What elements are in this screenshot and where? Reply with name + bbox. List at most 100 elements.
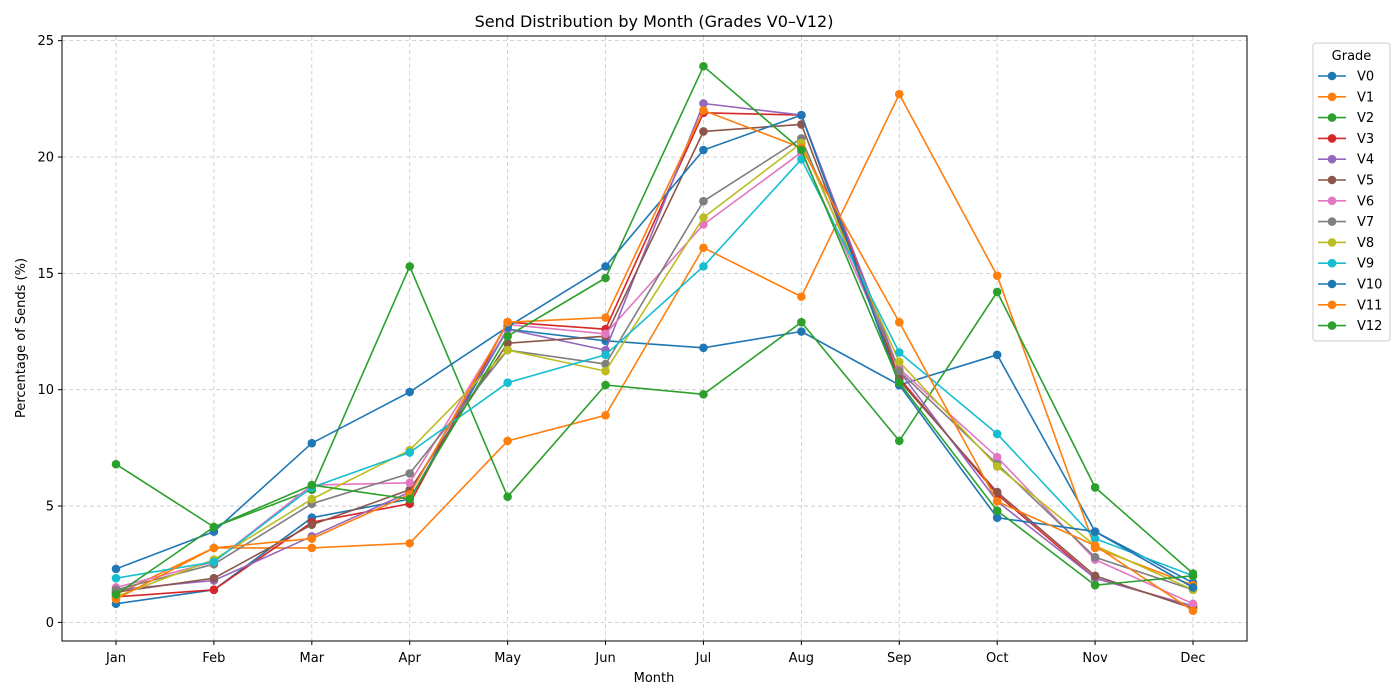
data-point bbox=[797, 145, 806, 155]
data-point bbox=[1090, 552, 1100, 562]
series-line bbox=[115, 65, 1194, 596]
legend-entry: V12 bbox=[1318, 319, 1382, 334]
legend-label: V5 bbox=[1357, 174, 1374, 189]
data-point bbox=[894, 357, 904, 367]
plot-frame bbox=[61, 35, 1248, 642]
x-tick-label: Sep bbox=[887, 651, 912, 666]
series-line bbox=[115, 114, 1194, 589]
series-v7 bbox=[111, 134, 1198, 595]
series-v10 bbox=[111, 110, 1198, 592]
legend-marker bbox=[1327, 321, 1337, 330]
legend-marker bbox=[1327, 196, 1337, 206]
series-line bbox=[115, 142, 1194, 598]
chart-title: Send Distribution by Month (Grades V0–V1… bbox=[475, 12, 834, 31]
data-point bbox=[209, 557, 219, 567]
data-point bbox=[797, 292, 806, 301]
data-point bbox=[797, 327, 806, 336]
legend-label: V7 bbox=[1357, 215, 1374, 230]
series-v2 bbox=[111, 262, 1198, 578]
legend-entry: V6 bbox=[1318, 194, 1374, 209]
legend-label: V1 bbox=[1357, 90, 1374, 105]
data-point bbox=[992, 462, 1002, 471]
data-point bbox=[699, 262, 708, 271]
data-point bbox=[307, 494, 317, 504]
y-tick-label: 15 bbox=[37, 267, 54, 282]
data-point bbox=[1188, 606, 1198, 616]
legend-entry: V0 bbox=[1318, 70, 1374, 85]
series-line bbox=[115, 151, 1194, 605]
legend-entry: V3 bbox=[1318, 132, 1374, 147]
y-tick-label: 5 bbox=[46, 500, 54, 515]
x-axis-ticks: Jan Feb Mar Apr May Jun Jul Aug Sep Oct Nov Dec bbox=[105, 641, 1206, 666]
data-point bbox=[1090, 527, 1100, 536]
data-point bbox=[992, 350, 1002, 360]
data-point bbox=[699, 343, 708, 353]
legend-marker bbox=[1327, 238, 1337, 247]
data-point bbox=[1090, 571, 1100, 581]
legend-box bbox=[1312, 42, 1391, 342]
series-v11 bbox=[111, 106, 1198, 616]
legend-marker bbox=[1327, 113, 1337, 122]
legend: Grade V0 V1 V2 V3 V4 V5 V6 V7 V8 V9 V10 V11 V12 bbox=[1312, 42, 1391, 342]
series-v3 bbox=[111, 108, 1198, 611]
data-point bbox=[601, 350, 610, 360]
x-tick-label: Jul bbox=[695, 651, 712, 666]
data-point bbox=[307, 534, 317, 543]
data-point bbox=[601, 273, 610, 283]
series-line bbox=[115, 123, 1194, 610]
legend-label: V4 bbox=[1357, 153, 1374, 168]
data-point bbox=[209, 573, 219, 583]
data-point bbox=[894, 348, 904, 357]
x-axis-label: Month bbox=[634, 671, 675, 686]
legend-label: V9 bbox=[1357, 257, 1374, 272]
data-point bbox=[1090, 534, 1100, 543]
data-point bbox=[209, 585, 219, 595]
legend-label: V0 bbox=[1357, 70, 1374, 85]
legend-marker bbox=[1327, 175, 1337, 185]
data-point bbox=[503, 331, 512, 341]
x-tick-label: Oct bbox=[986, 651, 1008, 666]
legend-label: V2 bbox=[1357, 111, 1374, 126]
x-tick-label: Aug bbox=[789, 651, 814, 666]
y-axis-label: Percentage of Sends (%) bbox=[14, 258, 29, 418]
data-point bbox=[1188, 599, 1198, 609]
data-point bbox=[992, 287, 1002, 297]
legend-entry: V7 bbox=[1318, 215, 1374, 230]
data-point bbox=[992, 487, 1002, 497]
data-point bbox=[405, 478, 415, 488]
y-tick-label: 20 bbox=[37, 151, 54, 166]
data-point bbox=[307, 438, 317, 448]
y-axis-ticks: 0 5 10 15 20 25 bbox=[37, 34, 62, 631]
data-point bbox=[992, 506, 1002, 515]
data-point bbox=[405, 262, 415, 271]
legend-label: V11 bbox=[1357, 298, 1382, 313]
data-point bbox=[797, 317, 806, 327]
legend-label: V3 bbox=[1357, 132, 1374, 147]
data-point bbox=[894, 317, 904, 327]
x-tick-label: Dec bbox=[1180, 651, 1205, 666]
grid-lines bbox=[62, 36, 1247, 641]
data-point bbox=[601, 313, 610, 322]
data-point bbox=[601, 329, 610, 339]
legend-marker bbox=[1327, 279, 1337, 289]
data-point bbox=[111, 573, 121, 583]
data-point bbox=[699, 61, 708, 71]
data-point bbox=[405, 387, 415, 397]
legend-label: V10 bbox=[1357, 278, 1382, 293]
x-tick-label: May bbox=[494, 651, 521, 666]
data-point bbox=[797, 155, 806, 164]
data-point bbox=[894, 378, 904, 388]
data-point bbox=[503, 492, 512, 502]
legend-marker bbox=[1327, 217, 1337, 226]
legend-entry: V4 bbox=[1318, 153, 1374, 168]
y-tick-label: 0 bbox=[46, 616, 54, 631]
series-line bbox=[115, 265, 1194, 575]
data-point bbox=[992, 429, 1002, 439]
data-point bbox=[307, 480, 317, 490]
data-point bbox=[699, 127, 708, 136]
data-point bbox=[503, 436, 512, 446]
data-point bbox=[405, 448, 415, 457]
data-point bbox=[307, 543, 317, 553]
series-line bbox=[115, 102, 1194, 607]
